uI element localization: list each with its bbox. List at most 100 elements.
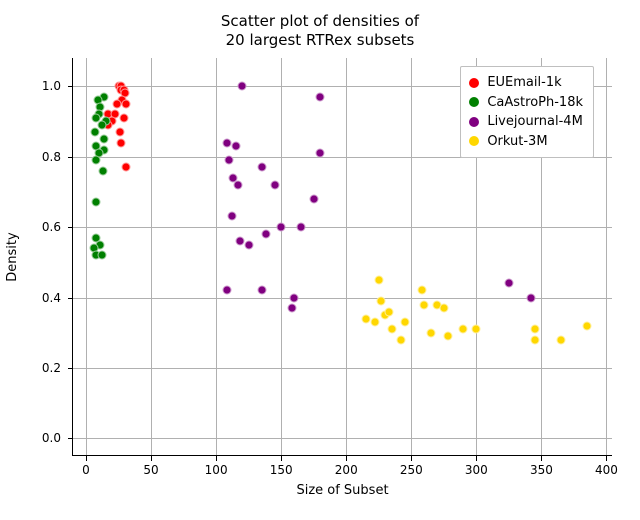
marker: [530, 335, 539, 344]
marker: [91, 127, 100, 136]
marker: [472, 325, 481, 334]
gridline-h: [73, 368, 612, 369]
marker: [225, 156, 234, 165]
marker: [296, 223, 305, 232]
marker: [387, 325, 396, 334]
legend-swatch: [469, 78, 479, 88]
legend: EUEmail-1kCaAstroPh-18kLivejournal-4MOrk…: [460, 66, 594, 158]
tick-x: [151, 456, 152, 461]
ticklabel-x: 50: [143, 463, 158, 477]
ticklabel-y: 0.2: [42, 361, 61, 375]
tick-y: [68, 227, 73, 228]
marker: [459, 325, 468, 334]
marker: [377, 297, 386, 306]
marker: [426, 328, 435, 337]
y-axis-label: Density: [5, 232, 20, 281]
marker: [270, 180, 279, 189]
marker: [556, 335, 565, 344]
marker: [309, 194, 318, 203]
tick-y: [68, 298, 73, 299]
marker: [97, 251, 106, 260]
marker: [316, 92, 325, 101]
gridline-v: [281, 58, 282, 455]
chart-title-line1: Scatter plot of densities of: [221, 12, 419, 30]
tick-x: [541, 456, 542, 461]
marker: [119, 113, 128, 122]
marker: [115, 127, 124, 136]
marker: [396, 335, 405, 344]
marker: [122, 99, 131, 108]
legend-item: CaAstroPh-18k: [469, 93, 583, 113]
ticklabel-x: 0: [82, 463, 90, 477]
marker: [420, 300, 429, 309]
ticklabel-y: 0.4: [42, 291, 61, 305]
marker: [244, 240, 253, 249]
ticklabel-x: 100: [205, 463, 228, 477]
ticklabel-x: 350: [530, 463, 553, 477]
tick-y: [68, 438, 73, 439]
gridline-h: [73, 227, 612, 228]
gridline-v: [151, 58, 152, 455]
tick-x: [411, 456, 412, 461]
marker: [504, 279, 513, 288]
gridline-v: [346, 58, 347, 455]
legend-swatch: [469, 97, 479, 107]
marker: [257, 163, 266, 172]
marker: [227, 212, 236, 221]
tick-y: [68, 86, 73, 87]
gridline-h: [73, 438, 612, 439]
marker: [261, 230, 270, 239]
marker: [530, 325, 539, 334]
marker: [92, 156, 101, 165]
marker: [385, 307, 394, 316]
marker: [439, 304, 448, 313]
chart-title: Scatter plot of densities of 20 largest …: [0, 12, 640, 50]
marker: [98, 166, 107, 175]
tick-x: [216, 456, 217, 461]
ticklabel-y: 0.6: [42, 220, 61, 234]
ticklabel-x: 150: [270, 463, 293, 477]
marker: [287, 304, 296, 313]
ticklabel-x: 400: [595, 463, 618, 477]
tick-x: [606, 456, 607, 461]
ticklabel-y: 1.0: [42, 79, 61, 93]
marker: [370, 318, 379, 327]
marker: [117, 138, 126, 147]
marker: [238, 82, 247, 91]
scatter-chart: Scatter plot of densities of 20 largest …: [0, 0, 640, 520]
marker: [222, 286, 231, 295]
marker: [234, 180, 243, 189]
legend-item: Livejournal-4M: [469, 112, 583, 132]
ticklabel-y: 0.0: [42, 431, 61, 445]
marker: [100, 135, 109, 144]
tick-x: [476, 456, 477, 461]
marker: [290, 293, 299, 302]
marker: [231, 142, 240, 151]
ticklabel-y: 0.8: [42, 150, 61, 164]
marker: [113, 99, 122, 108]
legend-label: Orkut-3M: [487, 132, 547, 152]
gridline-v: [606, 58, 607, 455]
marker: [582, 321, 591, 330]
legend-item: Orkut-3M: [469, 132, 583, 152]
marker: [417, 286, 426, 295]
legend-label: CaAstroPh-18k: [487, 93, 583, 113]
ticklabel-x: 250: [400, 463, 423, 477]
legend-item: EUEmail-1k: [469, 73, 583, 93]
tick-y: [68, 368, 73, 369]
gridline-v: [411, 58, 412, 455]
marker: [235, 237, 244, 246]
ticklabel-x: 200: [335, 463, 358, 477]
marker: [316, 149, 325, 158]
marker: [361, 314, 370, 323]
legend-label: EUEmail-1k: [487, 73, 561, 93]
tick-x: [86, 456, 87, 461]
chart-title-line2: 20 largest RTRex subsets: [226, 31, 415, 49]
tick-x: [346, 456, 347, 461]
legend-swatch: [469, 136, 479, 146]
legend-swatch: [469, 117, 479, 127]
marker: [443, 332, 452, 341]
legend-label: Livejournal-4M: [487, 112, 582, 132]
marker: [122, 163, 131, 172]
x-axis-label: Size of Subset: [296, 483, 388, 498]
